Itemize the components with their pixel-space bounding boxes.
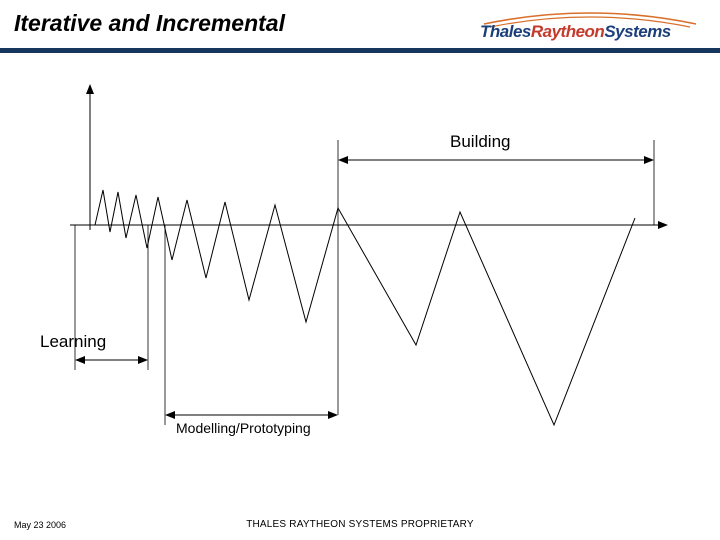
brand-logo: ThalesRaytheonSystems — [480, 10, 700, 46]
logo-part-raytheon: Raytheon — [531, 22, 604, 41]
slide-title: Iterative and Incremental — [14, 10, 285, 37]
slide: Iterative and Incremental ThalesRaytheon… — [0, 0, 720, 540]
diagram-svg — [0, 60, 720, 500]
footer-proprietary: THALES RAYTHEON SYSTEMS PROPRIETARY — [0, 519, 720, 530]
logo-text: ThalesRaytheonSystems — [480, 22, 671, 42]
logo-part-thales: Thales — [480, 22, 531, 41]
x-axis-arrow-icon — [658, 221, 668, 229]
y-axis-arrow-icon — [86, 84, 94, 94]
logo-part-systems: Systems — [604, 22, 670, 41]
label-building: Building — [450, 132, 511, 152]
label-learning: Learning — [40, 332, 106, 352]
title-underline — [0, 48, 720, 53]
diagram-area: Building Learning Modelling/Prototyping — [0, 60, 720, 500]
label-modelling: Modelling/Prototyping — [176, 420, 311, 436]
